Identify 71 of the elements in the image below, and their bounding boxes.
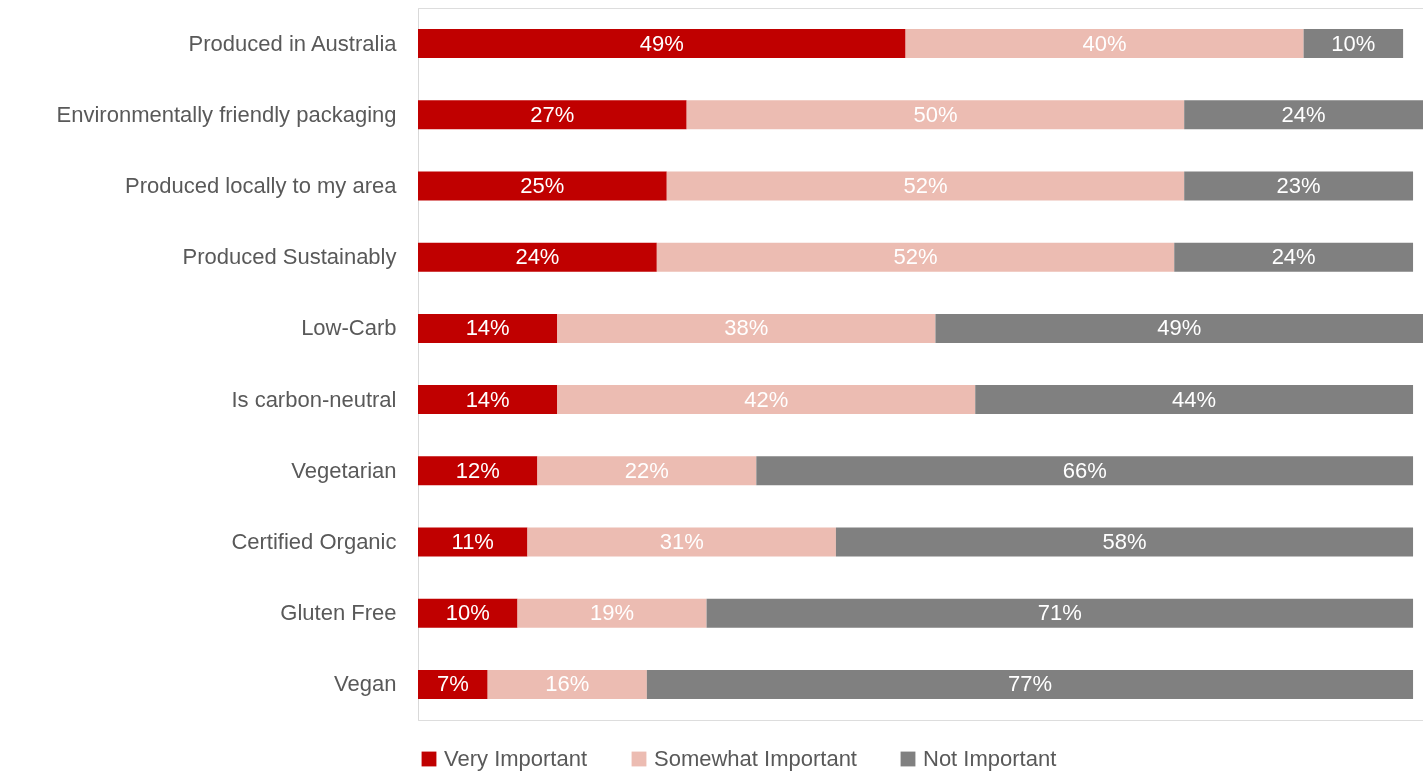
data-label: 19% xyxy=(590,600,635,626)
bar xyxy=(905,29,1304,59)
data-label: 27% xyxy=(530,101,575,127)
data-label: 14% xyxy=(465,315,510,341)
data-label: 12% xyxy=(455,457,500,483)
y-tick-label: Gluten Free xyxy=(280,600,397,626)
bar xyxy=(517,598,707,628)
bar xyxy=(487,669,647,699)
legend-label: Not Important xyxy=(923,746,1057,771)
data-label: 77% xyxy=(1007,671,1052,697)
bar xyxy=(557,385,976,415)
bar xyxy=(418,29,906,59)
y-tick-label: Produced in Australia xyxy=(188,30,398,56)
data-label: 24% xyxy=(1281,101,1326,127)
bar xyxy=(666,171,1185,201)
y-tick-label: Vegan xyxy=(334,671,397,697)
bar xyxy=(418,313,558,343)
y-tick-label: Produced locally to my area xyxy=(125,173,398,198)
bar xyxy=(418,242,657,272)
data-label: 49% xyxy=(1157,315,1202,341)
bar xyxy=(537,456,757,486)
y-tick-label: Vegetarian xyxy=(291,457,397,483)
bar xyxy=(706,598,1414,628)
bar xyxy=(1174,242,1414,272)
bar xyxy=(686,100,1185,130)
data-label: 49% xyxy=(639,30,684,56)
data-label: 38% xyxy=(724,315,769,341)
data-label: 66% xyxy=(1062,457,1107,483)
bar xyxy=(756,456,1414,486)
data-label: 16% xyxy=(545,671,590,697)
data-label: 42% xyxy=(744,386,789,412)
data-label: 52% xyxy=(893,244,938,270)
y-tick-label: Produced Sustainably xyxy=(182,244,397,270)
data-label: 7% xyxy=(436,671,469,697)
data-label: 24% xyxy=(515,244,560,270)
data-label: 10% xyxy=(445,600,490,626)
legend-label: Very Important xyxy=(444,746,588,771)
data-label: 11% xyxy=(451,529,494,554)
data-label: 52% xyxy=(903,173,948,198)
y-tick-label: Low-Carb xyxy=(301,315,397,341)
bar xyxy=(418,100,687,130)
bar xyxy=(835,527,1414,557)
bar xyxy=(975,385,1414,415)
data-label: 71% xyxy=(1037,600,1082,626)
data-label: 25% xyxy=(520,173,565,198)
data-label: 31% xyxy=(659,529,704,554)
bar xyxy=(646,669,1414,699)
bar xyxy=(418,527,528,557)
data-label: 50% xyxy=(913,101,958,127)
data-label: 23% xyxy=(1276,173,1321,198)
bar xyxy=(418,385,558,415)
data-label: 58% xyxy=(1102,529,1147,554)
y-tick-label: Certified Organic xyxy=(231,529,397,554)
bar xyxy=(557,313,936,343)
data-label: 22% xyxy=(624,457,669,483)
bar xyxy=(418,171,667,201)
legend-label: Somewhat Important xyxy=(654,746,857,771)
bar xyxy=(1184,100,1423,130)
data-label: 24% xyxy=(1271,244,1316,270)
data-label: 10% xyxy=(1331,30,1376,56)
bar xyxy=(418,669,488,699)
y-tick-label: Is carbon-neutral xyxy=(231,386,397,412)
data-label: 40% xyxy=(1082,30,1127,56)
bar xyxy=(527,527,836,557)
data-label: 44% xyxy=(1172,386,1217,412)
data-label: 14% xyxy=(465,386,510,412)
bar xyxy=(1184,171,1414,201)
bar xyxy=(418,456,538,486)
bar xyxy=(656,242,1175,272)
y-tick-label: Environmentally friendly packaging xyxy=(56,101,397,127)
bar xyxy=(935,313,1423,343)
